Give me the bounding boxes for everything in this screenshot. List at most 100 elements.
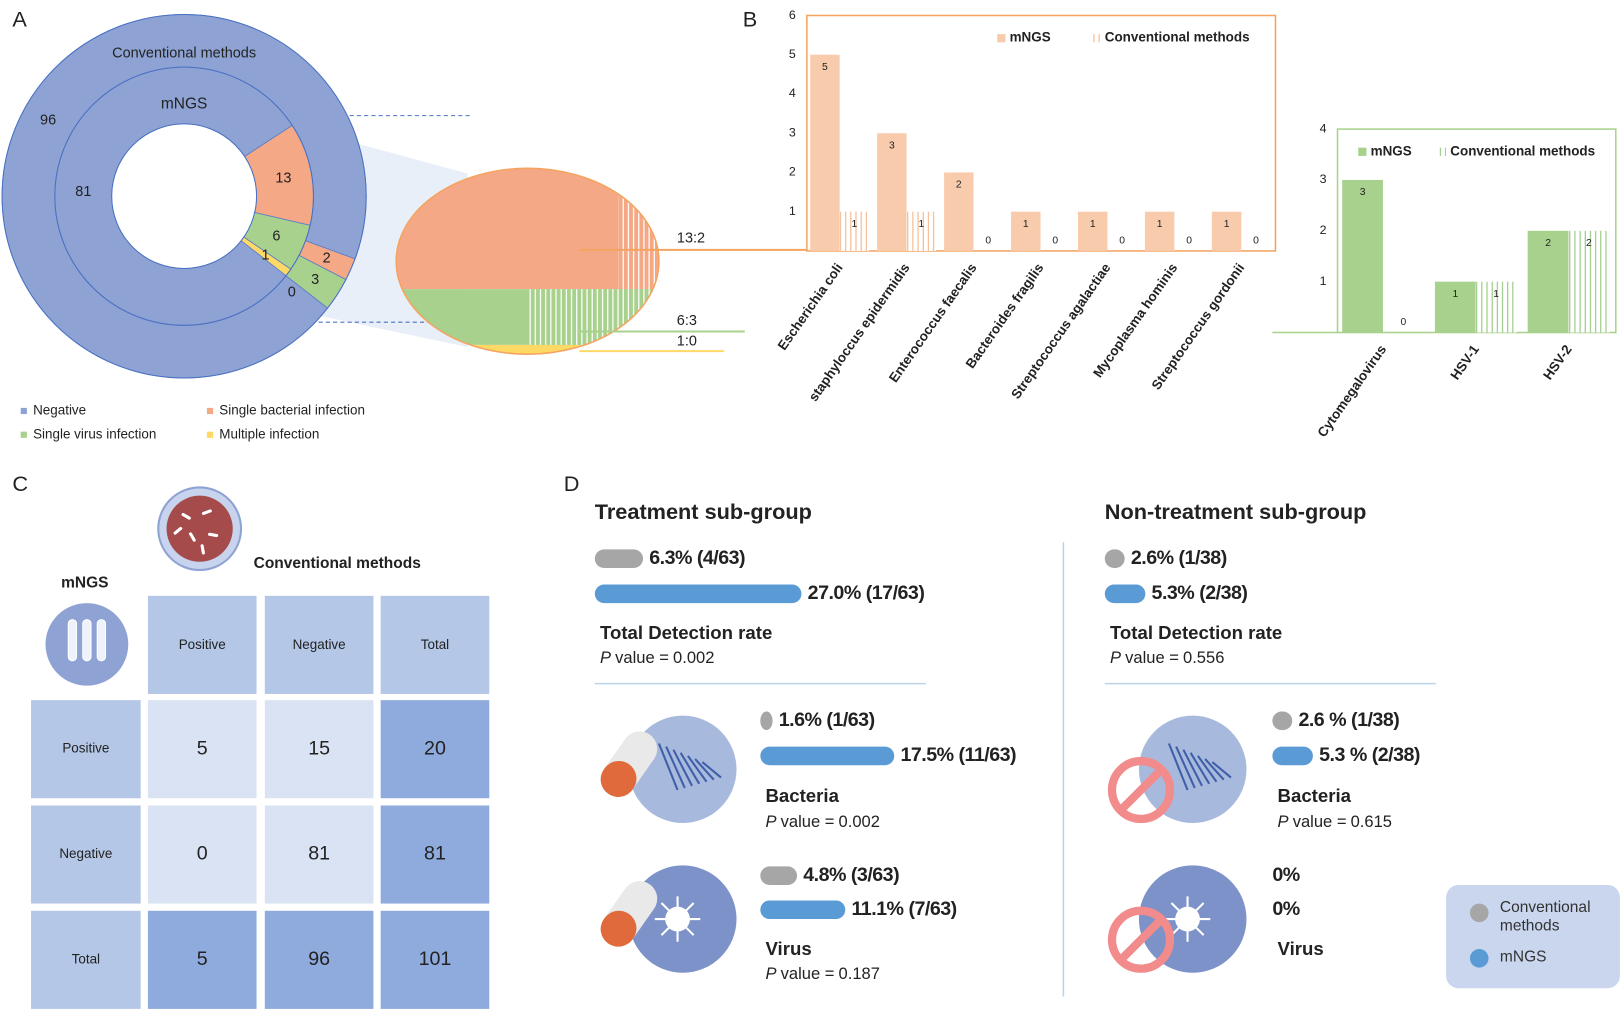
y-tick-label: 4: [1320, 121, 1327, 135]
icon: [1107, 756, 1175, 824]
legend-label: Single virus infection: [33, 426, 156, 441]
y-tick-label: 6: [789, 8, 796, 22]
table-cell: [147, 700, 257, 799]
bar: [1475, 281, 1517, 333]
legend-label: Conventional methods: [1105, 30, 1250, 45]
segment-label: 96: [40, 112, 56, 128]
group-title: Treatment sub-group: [595, 499, 812, 524]
zoom-pie: [396, 168, 659, 355]
legend-swatch: [1358, 147, 1367, 156]
icon: [657, 743, 679, 791]
segment-label: 0: [288, 285, 296, 301]
icon: [687, 755, 708, 783]
y-tick-label: 3: [1320, 172, 1327, 186]
bar-value: 1: [1023, 219, 1029, 230]
header-cell: [380, 595, 490, 694]
rate-bar: [760, 711, 773, 731]
bar-value: 3: [889, 140, 895, 151]
legend-label: Negative: [33, 403, 86, 418]
bar-value: 0: [1186, 235, 1192, 246]
bar-value: 1: [1090, 219, 1096, 230]
header-cell: [31, 805, 141, 904]
icon: [181, 512, 191, 520]
ring-outline: [54, 66, 314, 326]
rate-label: 2.6 % (1/38): [1298, 709, 1399, 731]
table-cell: [264, 700, 374, 799]
bar-value: 1: [1224, 219, 1230, 230]
cell-value: 101: [419, 948, 452, 970]
icon: [679, 752, 701, 785]
y-tick-label: 5: [789, 47, 796, 61]
p-symbol: P: [765, 812, 776, 831]
cell-value: 5: [197, 948, 208, 970]
icon: [200, 544, 205, 555]
icon: [600, 910, 637, 947]
bar-value: 3: [1360, 187, 1366, 198]
panel-label: A: [12, 6, 27, 31]
rate-label: 4.8% (3/63): [803, 864, 899, 886]
panel-label: C: [12, 471, 28, 496]
ring-title: mNGS: [161, 95, 208, 112]
icon: [694, 758, 715, 781]
table-cell: [380, 805, 490, 904]
legend-label: Single bacterial infection: [219, 403, 365, 418]
icon: [96, 619, 107, 662]
icon: [600, 760, 637, 797]
rate-bar: [594, 549, 644, 568]
segment-label: 13: [275, 170, 291, 186]
y-tick-label: 1: [1320, 274, 1327, 288]
bar-value: 1: [1452, 289, 1458, 300]
cell-value: 20: [424, 737, 446, 759]
legend-marker: [1469, 949, 1489, 968]
rate-label: 17.5% (11/63): [900, 744, 1016, 766]
bar: [810, 54, 840, 251]
row-header: Total: [72, 951, 100, 966]
bar-value: 2: [1586, 238, 1592, 249]
legend-swatch: [206, 407, 214, 415]
bar-value: 0: [1253, 235, 1259, 246]
y-tick-label: 4: [789, 86, 796, 100]
x-tick-label: HSV-2: [1540, 342, 1575, 382]
table-cell: [264, 805, 374, 904]
bar-value: 1: [1157, 219, 1163, 230]
row-header: Positive: [62, 741, 109, 756]
p-text: value =: [1293, 812, 1347, 831]
p-symbol: P: [1110, 648, 1121, 667]
cell-value: 5: [197, 737, 208, 759]
ring-outline: [111, 123, 258, 270]
legend-box: [1446, 884, 1620, 989]
icon: [1117, 766, 1165, 814]
p-symbol: P: [600, 648, 611, 667]
icon: [1211, 761, 1232, 779]
segment-label: 1: [261, 248, 269, 264]
rate-label: 11.1% (7/63): [851, 898, 956, 920]
rate-label: 0%: [1272, 898, 1299, 920]
rate-bar: [760, 746, 895, 766]
rate-label: 27.0% (17/63): [808, 582, 925, 604]
legend-swatch: [1437, 147, 1447, 156]
bar: [1077, 211, 1108, 251]
rate-bar: [760, 866, 798, 885]
legend-label: Conventional methods: [1450, 143, 1595, 158]
header-cell: [147, 595, 257, 694]
x-tick-label: Escherichia coli: [775, 261, 846, 353]
icon: [1186, 918, 1205, 936]
table-column-title: Conventional methods: [254, 555, 421, 572]
bar: [877, 133, 907, 251]
legend-swatch: [20, 407, 27, 415]
y-tick-label: 2: [1320, 223, 1327, 237]
row-name: Total Detection rate: [600, 622, 772, 643]
row-name: Bacteria: [1278, 785, 1352, 806]
ring-title: Conventional methods: [112, 46, 256, 62]
annotation: 13:2: [677, 230, 705, 246]
icon: [660, 902, 679, 920]
icon: [660, 918, 679, 936]
bar: [906, 211, 937, 251]
y-tick-label: 1: [789, 204, 796, 218]
column-header: Positive: [179, 637, 226, 652]
zoom-outline: [395, 167, 660, 355]
bar-value: 1: [1493, 289, 1499, 300]
cell-value: 96: [308, 948, 330, 970]
